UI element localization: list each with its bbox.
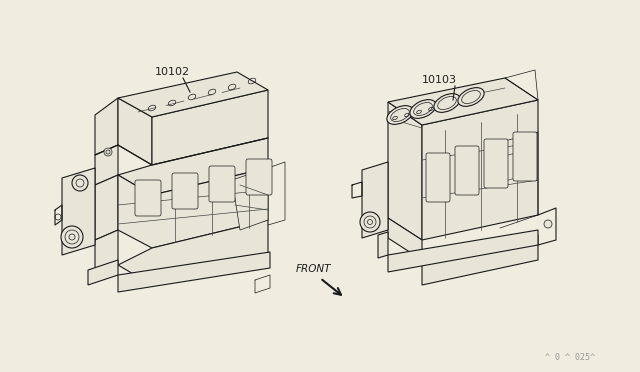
Polygon shape	[362, 162, 388, 238]
Polygon shape	[378, 232, 388, 258]
Text: 10102: 10102	[155, 67, 190, 77]
Ellipse shape	[72, 175, 88, 191]
Text: FRONT: FRONT	[296, 264, 332, 274]
Polygon shape	[422, 100, 538, 240]
Polygon shape	[95, 145, 118, 185]
Polygon shape	[88, 260, 118, 285]
Ellipse shape	[434, 94, 460, 112]
Text: ^ 0 ^ 025^: ^ 0 ^ 025^	[545, 353, 595, 362]
FancyBboxPatch shape	[172, 173, 198, 209]
Ellipse shape	[410, 100, 436, 118]
Polygon shape	[422, 235, 538, 285]
FancyBboxPatch shape	[513, 132, 537, 181]
Ellipse shape	[65, 230, 79, 244]
Polygon shape	[118, 72, 268, 117]
Polygon shape	[118, 138, 268, 195]
FancyBboxPatch shape	[135, 180, 161, 216]
Polygon shape	[388, 230, 538, 272]
FancyBboxPatch shape	[455, 146, 479, 195]
Ellipse shape	[61, 226, 83, 248]
Ellipse shape	[360, 212, 380, 232]
FancyBboxPatch shape	[209, 166, 235, 202]
Polygon shape	[388, 102, 422, 240]
Polygon shape	[388, 78, 538, 125]
Polygon shape	[95, 175, 118, 240]
Polygon shape	[62, 168, 95, 255]
Ellipse shape	[458, 88, 484, 106]
Ellipse shape	[544, 220, 552, 228]
FancyBboxPatch shape	[484, 139, 508, 188]
Ellipse shape	[364, 216, 376, 228]
Ellipse shape	[104, 148, 112, 156]
Polygon shape	[388, 218, 422, 260]
Polygon shape	[118, 168, 268, 248]
Polygon shape	[95, 98, 118, 155]
Polygon shape	[232, 168, 268, 230]
Polygon shape	[118, 98, 152, 165]
Ellipse shape	[387, 106, 413, 124]
Text: 10103: 10103	[422, 75, 457, 85]
Polygon shape	[118, 220, 268, 285]
Polygon shape	[95, 230, 118, 275]
FancyBboxPatch shape	[246, 159, 272, 195]
FancyBboxPatch shape	[426, 153, 450, 202]
Polygon shape	[152, 90, 268, 165]
Polygon shape	[118, 252, 270, 292]
